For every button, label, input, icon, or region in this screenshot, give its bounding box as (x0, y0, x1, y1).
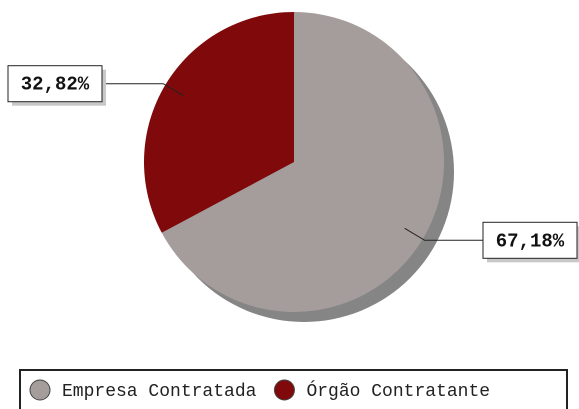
pie-slice (143, 11, 294, 233)
legend-marker (273, 379, 295, 401)
label-box (7, 65, 103, 103)
label-box (482, 221, 578, 259)
leader-line (102, 83, 184, 97)
leader-line (404, 227, 483, 241)
data-label: 67,18% (496, 230, 565, 252)
pie-slice (161, 12, 444, 312)
legend-label: Órgão Contratante (306, 380, 490, 402)
legend-label: Empresa Contratada (62, 382, 257, 402)
legend-marker (29, 379, 51, 401)
data-label: 32,82% (21, 74, 90, 96)
